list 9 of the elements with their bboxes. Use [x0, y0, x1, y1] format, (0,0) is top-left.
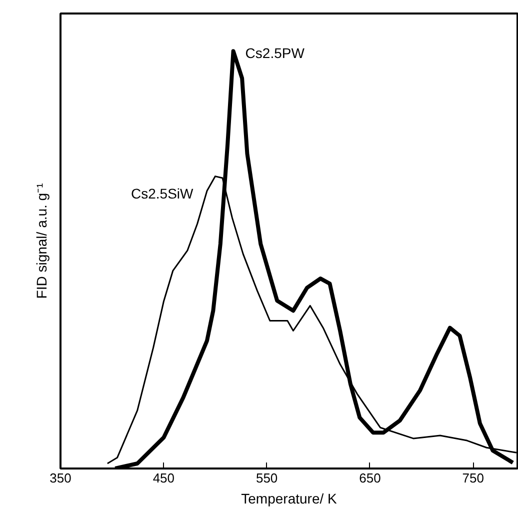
x-tick-label: 350 [50, 470, 72, 486]
x-tick-label: 450 [152, 470, 175, 486]
x-tick-label: 650 [359, 470, 381, 486]
series-label: Cs2.5PW [245, 45, 306, 62]
x-tick-label: 750 [462, 470, 484, 486]
y-axis-title: FID signal/ a.u. g⁻¹ [34, 182, 50, 299]
series-label: Cs2.5SiW [131, 185, 194, 202]
x-tick-label: 550 [256, 470, 278, 486]
x-axis-title: Temperature/ K [241, 490, 338, 506]
